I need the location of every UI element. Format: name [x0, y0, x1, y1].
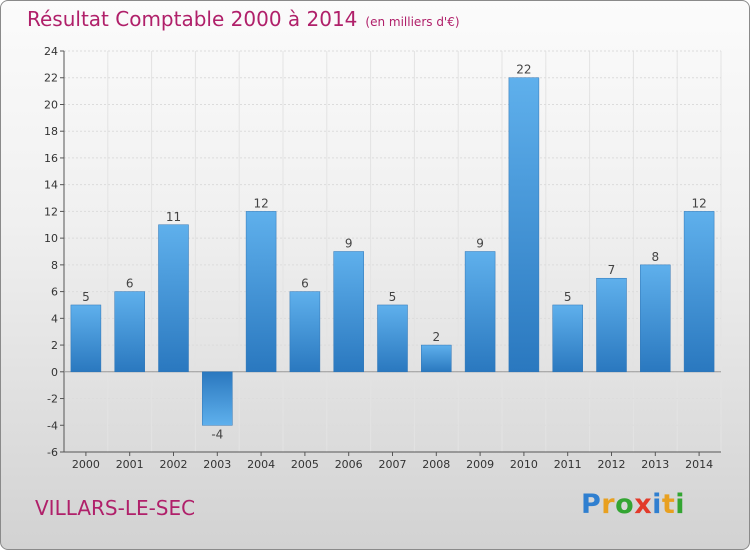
bar: [245, 211, 277, 373]
y-tick-label: 8: [51, 259, 58, 272]
y-tick-label: 6: [51, 286, 58, 299]
bar: [114, 291, 145, 373]
bar: [421, 344, 452, 373]
bar: [464, 251, 496, 373]
y-tick-label: 16: [44, 152, 58, 165]
data-label: 9: [345, 237, 353, 251]
logo-letter: i: [675, 489, 686, 520]
y-tick-label: -6: [47, 446, 58, 459]
data-label: 7: [608, 263, 616, 277]
bar: [683, 211, 715, 373]
x-tick-label: 2011: [554, 458, 582, 471]
y-tick-label: 10: [44, 232, 58, 245]
data-label: 22: [516, 63, 531, 77]
chart-title: Résultat Comptable 2000 à 2014 (en millie…: [27, 7, 460, 31]
data-label: 6: [301, 277, 309, 291]
x-tick-label: 2012: [598, 458, 626, 471]
y-tick-label: 18: [44, 125, 58, 138]
data-label: 12: [253, 196, 268, 210]
x-tick-label: 2002: [160, 458, 188, 471]
bar: [333, 251, 364, 373]
x-tick-label: 2013: [641, 458, 669, 471]
chart-title-text: Résultat Comptable 2000 à 2014: [27, 7, 358, 31]
y-tick-label: 14: [44, 179, 58, 192]
x-tick-label: 2001: [116, 458, 144, 471]
bar: [377, 304, 408, 373]
data-label: 6: [126, 277, 134, 291]
bar: [640, 264, 671, 373]
data-label: 5: [389, 290, 397, 304]
x-tick-label: 2005: [291, 458, 319, 471]
logo-letter: r: [601, 489, 616, 520]
data-label: 8: [651, 250, 659, 264]
bar: [596, 277, 627, 373]
chart-subtitle: (en milliers d'€): [365, 15, 460, 29]
data-label: -4: [211, 427, 223, 441]
bar: [70, 304, 102, 373]
logo-letter: x: [634, 489, 653, 520]
y-tick-label: 24: [44, 45, 58, 58]
y-tick-label: -4: [47, 419, 58, 432]
data-label: 5: [564, 290, 572, 304]
y-tick-label: 20: [44, 98, 58, 111]
x-tick-label: 2010: [510, 458, 538, 471]
data-label: 9: [476, 237, 484, 251]
x-tick-label: 2003: [203, 458, 231, 471]
x-tick-label: 2014: [685, 458, 713, 471]
bar: [158, 224, 189, 373]
y-tick-label: 2: [51, 339, 58, 352]
y-tick-label: 0: [51, 366, 58, 379]
y-tick-label: 12: [44, 205, 58, 218]
logo-letter: t: [661, 489, 676, 520]
proxiti-logo: Proxiti: [581, 489, 685, 520]
data-label: 12: [691, 196, 706, 210]
logo-letter: P: [581, 489, 602, 520]
bar: [552, 304, 583, 373]
y-tick-label: 4: [51, 312, 58, 325]
x-tick-label: 2004: [247, 458, 275, 471]
data-label: 2: [432, 330, 440, 344]
x-tick-label: 2009: [466, 458, 494, 471]
bar: [289, 291, 321, 373]
bar: [508, 77, 540, 373]
logo-letter: o: [615, 489, 635, 520]
y-tick-label: 22: [44, 72, 58, 85]
x-tick-label: 2008: [422, 458, 450, 471]
logo-letter: i: [652, 489, 662, 520]
commune-name: VILLARS-LE-SEC: [35, 496, 196, 520]
data-label: 5: [82, 290, 90, 304]
y-tick-label: -2: [47, 393, 58, 406]
bar: [202, 371, 233, 426]
x-tick-label: 2000: [72, 458, 100, 471]
x-tick-label: 2006: [335, 458, 363, 471]
x-tick-label: 2007: [379, 458, 407, 471]
data-label: 11: [166, 210, 181, 224]
